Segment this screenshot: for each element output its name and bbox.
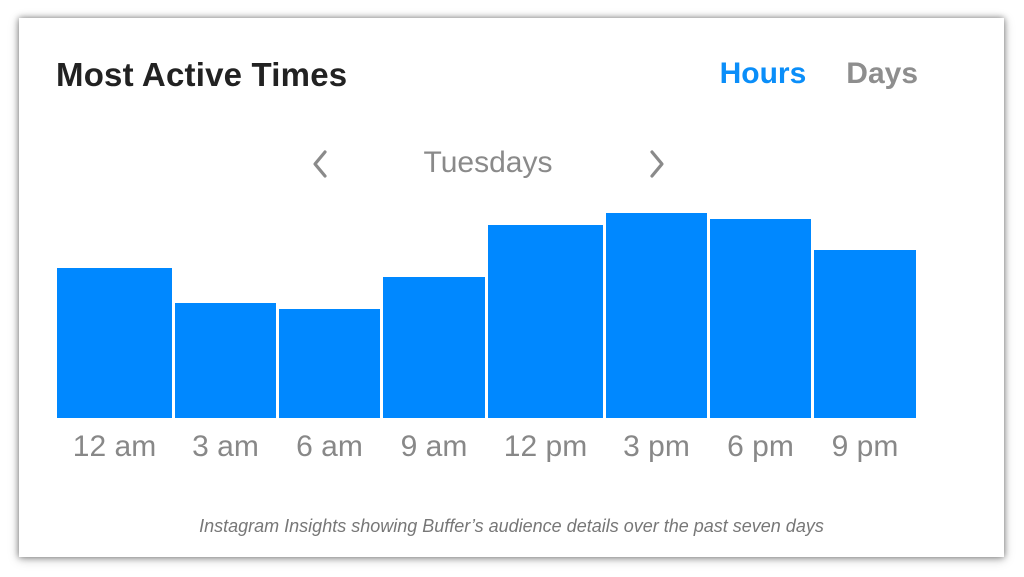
bar-6-am (279, 309, 380, 418)
tab-days[interactable]: Days (846, 57, 918, 90)
bar-12-pm (488, 225, 603, 418)
bar-3-am (175, 303, 276, 418)
x-tick-label: 12 pm (503, 430, 588, 463)
bar-9-am (383, 277, 485, 418)
bar-3-pm (606, 213, 707, 418)
x-tick-label: 9 am (400, 430, 468, 463)
x-tick-label: 3 pm (623, 430, 690, 463)
next-day-button[interactable] (636, 144, 676, 184)
x-tick-label: 12 am (72, 430, 157, 463)
previous-day-button[interactable] (301, 144, 341, 184)
view-tabs: Hours Days (720, 57, 918, 91)
x-tick-label: 6 pm (727, 430, 794, 463)
bar-12-am (57, 268, 172, 418)
activity-bar-chart (57, 213, 921, 418)
bar-6-pm (710, 219, 811, 418)
card-title: Most Active Times (56, 56, 348, 93)
day-selector: Tuesdays (19, 144, 1004, 184)
x-tick-label: 9 pm (831, 430, 899, 463)
current-day-label: Tuesdays (423, 146, 553, 179)
chevron-right-icon (650, 150, 664, 178)
bar-9-pm (814, 250, 916, 418)
x-tick-label: 6 am (296, 430, 363, 463)
chevron-left-icon (313, 150, 327, 178)
most-active-times-card: Most Active Times Hours Days Tuesdays 12… (19, 18, 1004, 557)
image-caption: Instagram Insights showing Buffer’s audi… (199, 516, 824, 536)
tab-hours[interactable]: Hours (719, 57, 807, 90)
x-tick-label: 3 am (192, 430, 259, 463)
